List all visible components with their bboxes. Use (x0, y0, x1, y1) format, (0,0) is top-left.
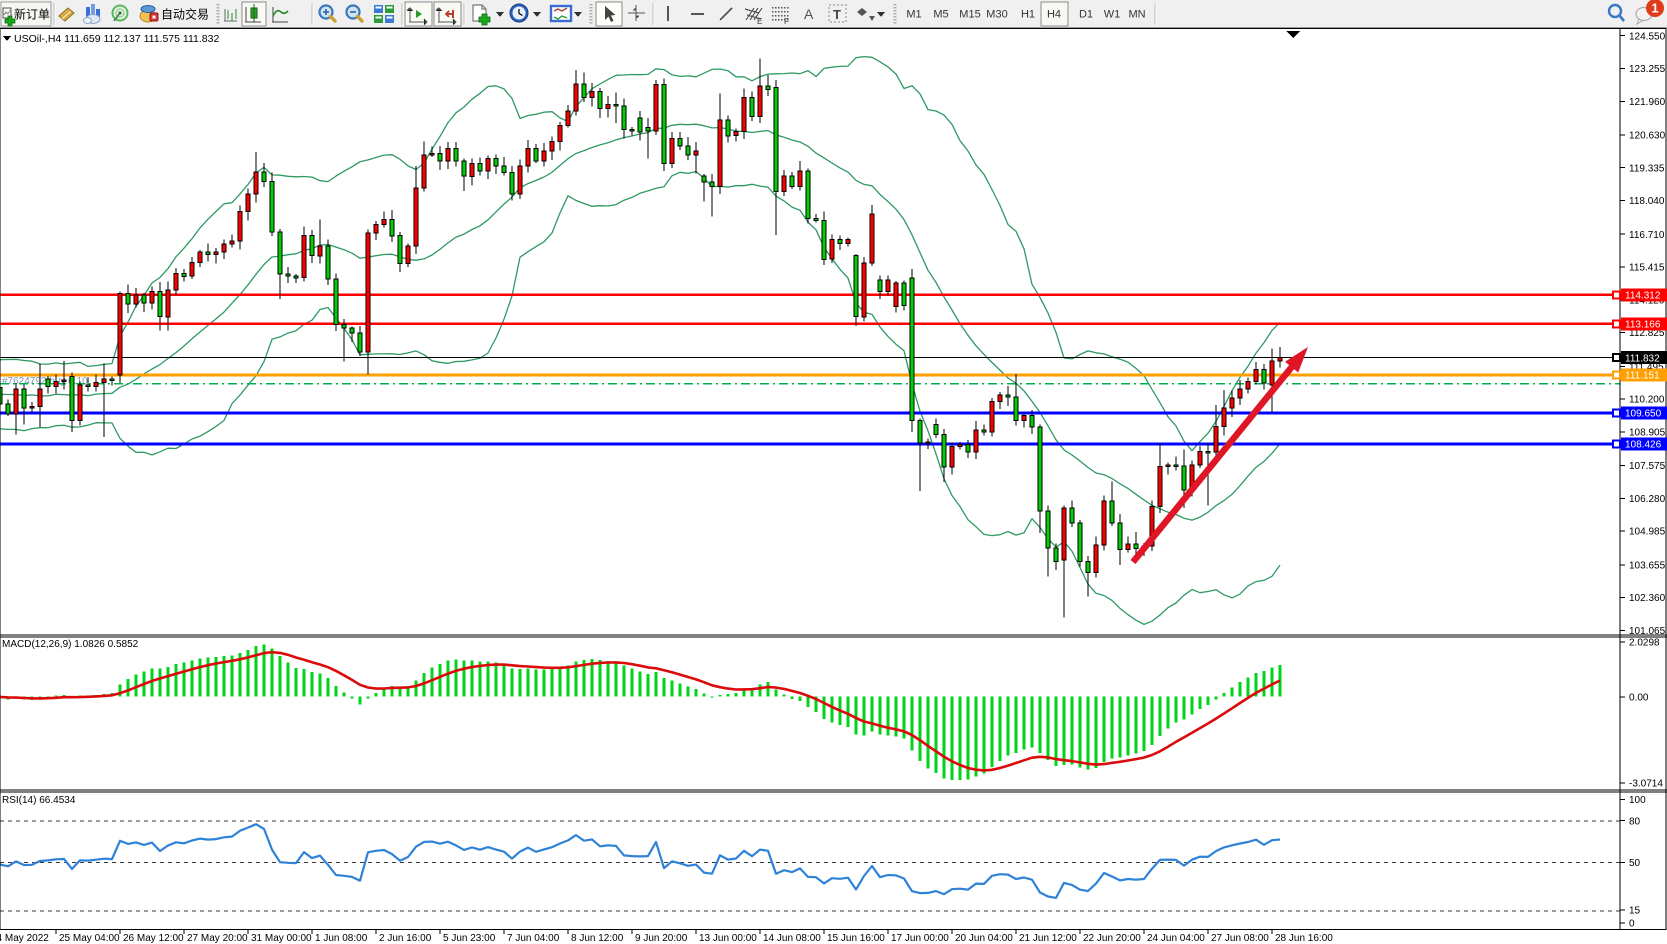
svg-text:106.280: 106.280 (1629, 494, 1666, 505)
svg-text:80: 80 (1629, 816, 1641, 827)
svg-text:119.335: 119.335 (1629, 163, 1665, 174)
svg-text:100: 100 (1629, 795, 1646, 806)
svg-text:17 Jun 00:00: 17 Jun 00:00 (891, 933, 949, 944)
svg-text:W1: W1 (1104, 9, 1121, 21)
svg-text:112.825: 112.825 (1629, 328, 1665, 339)
svg-text:MN: MN (1128, 9, 1145, 21)
svg-text:自动交易: 自动交易 (161, 7, 209, 22)
svg-text:118.040: 118.040 (1629, 196, 1665, 207)
svg-text:107.575: 107.575 (1629, 461, 1666, 472)
svg-text:M5: M5 (933, 9, 948, 21)
svg-text:21 Jun 12:00: 21 Jun 12:00 (1019, 933, 1077, 944)
svg-text:A: A (804, 6, 814, 22)
svg-text:116.710: 116.710 (1629, 230, 1665, 241)
svg-text:1: 1 (1651, 1, 1658, 16)
svg-text:27 Jun 08:00: 27 Jun 08:00 (1211, 933, 1269, 944)
svg-text:2 Jun 16:00: 2 Jun 16:00 (379, 933, 432, 944)
svg-text:24 Jun 04:00: 24 Jun 04:00 (1147, 933, 1205, 944)
svg-text:110.200: 110.200 (1629, 395, 1665, 406)
svg-text:22 Jun 20:00: 22 Jun 20:00 (1083, 933, 1141, 944)
svg-text:新订单: 新订单 (14, 7, 50, 22)
svg-text:F: F (784, 17, 789, 26)
svg-text:M15: M15 (959, 9, 980, 21)
svg-text:113.166: 113.166 (1625, 320, 1661, 331)
svg-text:124.550: 124.550 (1629, 31, 1666, 42)
svg-text:104.985: 104.985 (1629, 527, 1666, 538)
svg-text:15: 15 (1629, 906, 1641, 917)
svg-text:5 Jun 23:00: 5 Jun 23:00 (443, 933, 496, 944)
svg-text:109.650: 109.650 (1625, 409, 1662, 420)
svg-text:D1: D1 (1079, 9, 1093, 21)
svg-text:H4: H4 (1047, 9, 1061, 21)
svg-text:24 May 2022: 24 May 2022 (0, 933, 49, 944)
svg-text:108.426: 108.426 (1625, 440, 1662, 451)
svg-text:M30: M30 (986, 9, 1007, 21)
svg-text:M1: M1 (906, 9, 921, 21)
svg-text:25 May 04:00: 25 May 04:00 (59, 933, 120, 944)
svg-text:111.495: 111.495 (1629, 362, 1664, 373)
svg-text:RSI(14) 66.4534: RSI(14) 66.4534 (2, 795, 76, 806)
svg-text:123.255: 123.255 (1629, 64, 1666, 75)
svg-text:8 Jun 12:00: 8 Jun 12:00 (571, 933, 624, 944)
svg-text:101.065: 101.065 (1629, 626, 1666, 637)
svg-text:USOil-,H4 111.659 112.137 111: USOil-,H4 111.659 112.137 111.575 111.83… (14, 33, 219, 45)
svg-text:2.0298: 2.0298 (1629, 638, 1660, 649)
svg-text:T: T (833, 7, 841, 22)
svg-text:E: E (757, 17, 762, 26)
svg-text:0.00: 0.00 (1629, 693, 1649, 704)
svg-text:15 Jun 16:00: 15 Jun 16:00 (827, 933, 885, 944)
svg-text:7 Jun 04:00: 7 Jun 04:00 (507, 933, 560, 944)
svg-text:108.905: 108.905 (1629, 427, 1666, 438)
svg-text:102.360: 102.360 (1629, 593, 1666, 604)
svg-text:28 Jun 16:00: 28 Jun 16:00 (1275, 933, 1333, 944)
svg-text:103.655: 103.655 (1629, 560, 1666, 571)
svg-text:13 Jun 00:00: 13 Jun 00:00 (699, 933, 757, 944)
svg-text:H1: H1 (1021, 9, 1035, 21)
svg-text:120.630: 120.630 (1629, 131, 1666, 142)
svg-text:50: 50 (1629, 858, 1641, 869)
svg-text:31 May 00:00: 31 May 00:00 (251, 933, 312, 944)
svg-text:111.151: 111.151 (1625, 371, 1660, 382)
svg-text:27 May 20:00: 27 May 20:00 (187, 933, 248, 944)
svg-text:26 May 12:00: 26 May 12:00 (123, 933, 184, 944)
svg-text:121.960: 121.960 (1629, 97, 1666, 108)
svg-text:0: 0 (1629, 919, 1635, 930)
svg-text:9 Jun 20:00: 9 Jun 20:00 (635, 933, 688, 944)
svg-text:20 Jun 04:00: 20 Jun 04:00 (955, 933, 1013, 944)
svg-text:115.415: 115.415 (1629, 263, 1665, 274)
svg-text:14 Jun 08:00: 14 Jun 08:00 (763, 933, 821, 944)
svg-text:111.832: 111.832 (1625, 353, 1660, 364)
svg-text:1 Jun 08:00: 1 Jun 08:00 (315, 933, 368, 944)
svg-text:-3.0714: -3.0714 (1629, 779, 1663, 790)
svg-text:114.312: 114.312 (1625, 291, 1661, 302)
svg-text:MACD(12,26,9) 1.0826 0.5852: MACD(12,26,9) 1.0826 0.5852 (2, 639, 139, 650)
svg-text:#7624792 buy 0.10: #7624792 buy 0.10 (2, 376, 88, 387)
